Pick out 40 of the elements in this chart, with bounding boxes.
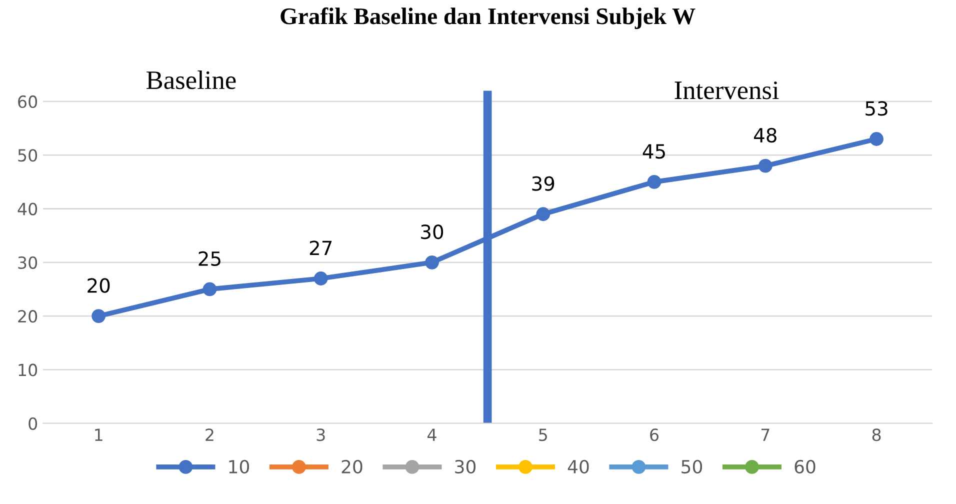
data-label: 48 bbox=[754, 128, 776, 143]
x-tick-label: 3 bbox=[316, 428, 325, 442]
x-tick-label: 4 bbox=[428, 428, 436, 441]
legend-label: 20 bbox=[342, 460, 362, 474]
data-label: 27 bbox=[310, 240, 332, 256]
legend-label: 60 bbox=[794, 460, 816, 474]
legend-label: 40 bbox=[568, 460, 589, 474]
data-label: 25 bbox=[198, 251, 220, 266]
data-label: 53 bbox=[866, 101, 888, 116]
x-tick-label: 6 bbox=[650, 428, 659, 442]
y-tick-label: 10 bbox=[18, 364, 38, 376]
chart-title: Grafik Baseline dan Intervensi Subjek W bbox=[280, 7, 696, 30]
x-tick-label: 7 bbox=[761, 428, 770, 441]
point bbox=[870, 132, 884, 146]
x-tick-label: 1 bbox=[95, 428, 102, 441]
y-tick-label: 40 bbox=[18, 202, 38, 216]
x-tick-label: 2 bbox=[206, 428, 214, 441]
annotation: Intervensi bbox=[674, 81, 779, 100]
y-tick-label: 0 bbox=[28, 417, 38, 430]
point bbox=[647, 174, 662, 189]
y-tick-label: 30 bbox=[18, 256, 38, 269]
point bbox=[92, 309, 106, 323]
data-label: 30 bbox=[421, 224, 444, 240]
point bbox=[314, 272, 328, 286]
point bbox=[202, 282, 217, 296]
x-tick-label: 5 bbox=[539, 428, 547, 442]
point bbox=[425, 255, 439, 270]
point bbox=[758, 158, 772, 173]
x-tick-label: 8 bbox=[872, 428, 881, 442]
text: Baseline bbox=[146, 70, 236, 90]
y-tick-label: 50 bbox=[18, 149, 38, 162]
point bbox=[536, 207, 550, 222]
legend-label: 10 bbox=[229, 460, 250, 474]
y-tick-label: 20 bbox=[18, 310, 38, 323]
legend-label: 50 bbox=[682, 460, 702, 474]
data-label: 39 bbox=[532, 176, 554, 191]
legend-label: 30 bbox=[455, 460, 476, 474]
y-tick-label: 60 bbox=[18, 95, 38, 108]
data-label: 45 bbox=[642, 144, 665, 159]
data-label: 20 bbox=[88, 278, 110, 293]
